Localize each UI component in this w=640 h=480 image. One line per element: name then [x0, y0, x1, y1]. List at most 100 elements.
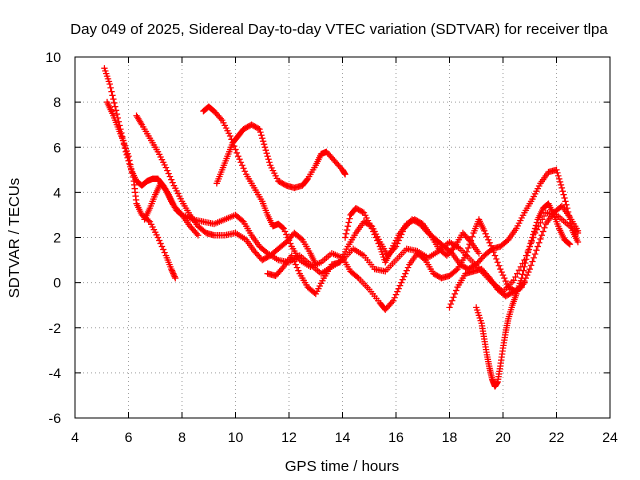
data-point-marker [113, 110, 121, 118]
data-point-marker [234, 153, 242, 160]
data-point-marker [530, 231, 537, 238]
data-point-marker [156, 237, 163, 244]
data-point-marker [160, 246, 167, 253]
data-point-marker [110, 95, 117, 103]
data-point-marker [162, 164, 170, 171]
data-point-marker [493, 255, 500, 263]
data-point-marker [374, 237, 381, 244]
x-tick-label: 16 [388, 429, 404, 445]
data-point-marker [172, 274, 179, 282]
data-point-marker [529, 234, 536, 241]
data-point-marker [166, 173, 174, 180]
data-point-marker [370, 228, 377, 235]
x-tick-label: 8 [178, 429, 186, 445]
data-point-marker [574, 238, 582, 246]
data-point-marker [466, 237, 473, 244]
data-point-marker [285, 237, 293, 244]
data-point-marker [284, 234, 291, 241]
data-point-marker [531, 225, 539, 232]
y-tick-label: 6 [53, 139, 61, 155]
data-point-marker [510, 277, 517, 284]
data-point-marker [526, 243, 533, 250]
data-point-marker [560, 191, 567, 198]
data-point-marker [519, 271, 526, 278]
x-tick-label: 4 [71, 429, 79, 445]
data-point-marker [288, 252, 295, 259]
data-point-marker [404, 264, 412, 271]
data-point-marker [451, 290, 459, 298]
data-point-marker [137, 119, 145, 127]
data-point-marker [108, 88, 115, 95]
data-point-marker [257, 129, 264, 136]
data-point-marker [171, 273, 178, 280]
axis-ticks [74, 56, 611, 419]
data-point-marker [559, 188, 566, 195]
data-point-marker [534, 243, 541, 250]
data-point-marker [344, 223, 352, 230]
data-point-marker [236, 156, 243, 163]
data-point-marker [497, 265, 504, 273]
series-arc-5 [200, 103, 528, 313]
data-point-marker [533, 219, 541, 226]
data-point-marker [519, 280, 527, 288]
data-point-marker [368, 225, 376, 232]
data-point-marker [557, 181, 565, 189]
data-point-marker [154, 234, 162, 241]
data-point-marker [127, 165, 135, 172]
data-point-marker [111, 103, 119, 110]
data-point-marker [498, 268, 505, 276]
data-point-marker [398, 279, 405, 286]
data-point-marker [450, 244, 457, 252]
data-point-marker [558, 184, 566, 192]
data-point-marker [170, 270, 177, 277]
data-point-marker [485, 273, 492, 280]
data-point-marker [391, 294, 398, 301]
data-point-marker [522, 256, 530, 263]
data-point-marker [354, 273, 361, 281]
y-tick-label: -6 [49, 410, 62, 426]
data-point-marker [528, 237, 535, 244]
data-point-marker [527, 262, 535, 269]
data-point-marker [289, 255, 297, 262]
plot-frame [74, 56, 611, 419]
data-point-marker [165, 170, 172, 177]
data-point-marker [525, 268, 532, 276]
data-markers [101, 65, 582, 390]
data-point-marker [522, 259, 529, 267]
data-point-marker [501, 274, 508, 282]
data-point-marker [481, 227, 488, 234]
data-point-marker [262, 147, 270, 154]
data-point-marker [295, 267, 302, 274]
data-point-marker [563, 201, 570, 208]
data-point-marker [345, 219, 352, 226]
data-point-marker [566, 241, 574, 248]
data-point-marker [164, 167, 171, 174]
data-point-marker [541, 224, 548, 231]
data-point-marker [126, 157, 133, 164]
data-point-marker [491, 252, 499, 259]
data-point-marker [447, 300, 455, 308]
data-point-marker [512, 273, 519, 281]
data-point-marker [265, 156, 272, 163]
series-arc-8 [341, 204, 483, 266]
data-point-marker [556, 178, 564, 186]
data-point-marker [514, 270, 521, 277]
x-tick-label: 10 [228, 429, 244, 445]
data-point-marker [261, 144, 269, 151]
y-axis-label: SDTVAR / TECUs [6, 178, 23, 298]
data-point-marker [168, 176, 175, 183]
data-point-marker [255, 125, 262, 132]
data-point-marker [538, 232, 545, 239]
data-point-marker [264, 153, 271, 160]
data-point-marker [518, 274, 525, 282]
data-point-marker [521, 263, 528, 271]
data-point-marker [402, 270, 409, 277]
data-point-marker [342, 230, 350, 237]
data-point-marker [396, 282, 404, 289]
data-point-marker [463, 248, 471, 255]
data-point-marker [452, 287, 460, 294]
data-point-marker [403, 267, 410, 274]
data-point-marker [194, 232, 202, 239]
data-point-marker [475, 250, 483, 257]
